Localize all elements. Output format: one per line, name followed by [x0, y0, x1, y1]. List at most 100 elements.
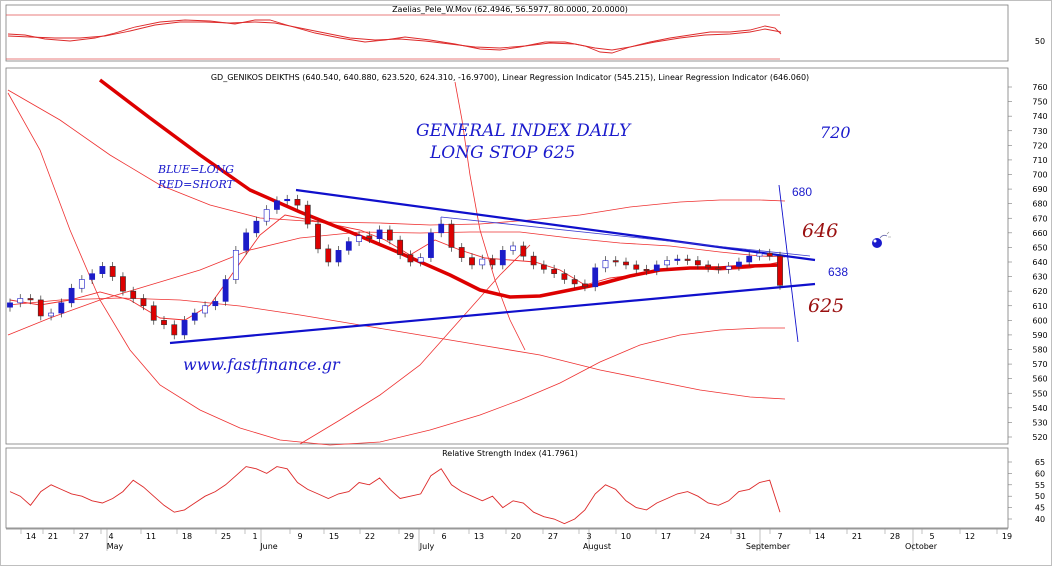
price-y-tick-label: 690 — [1032, 185, 1047, 194]
candle-up — [510, 245, 516, 251]
candle-down — [448, 223, 455, 248]
price-y-tick-label: 760 — [1032, 83, 1047, 92]
candle-down — [304, 204, 311, 225]
candle-down — [397, 239, 404, 256]
candle-down — [366, 235, 373, 239]
trendline-upper — [295, 188, 816, 262]
month-label: October — [905, 542, 938, 551]
candle-up — [592, 267, 599, 288]
candle-down — [171, 324, 178, 336]
price-y-tick-label: 650 — [1032, 243, 1047, 252]
regression-cross-line — [454, 81, 526, 351]
price-y-tick-label: 540 — [1032, 404, 1047, 413]
candle-down — [612, 260, 619, 263]
price-y-tick-label: 660 — [1032, 229, 1047, 238]
candle-up — [725, 266, 732, 270]
annotation-level-720: 720 — [820, 123, 851, 142]
x-tick-label: 22 — [365, 532, 375, 541]
candle-up — [335, 250, 342, 263]
x-tick-label: 29 — [404, 532, 414, 541]
x-tick-label: 27 — [79, 532, 89, 541]
x-tick-label: 31 — [736, 532, 746, 541]
month-label: August — [583, 542, 611, 551]
month-label: July — [419, 542, 435, 551]
month-label: June — [259, 542, 278, 551]
rsi-y-tick-label: 55 — [1035, 481, 1045, 490]
candle-down — [294, 198, 301, 206]
x-tick-label: 27 — [548, 532, 558, 541]
month-label: September — [746, 542, 791, 551]
candle-down — [694, 260, 701, 266]
month-label: May — [107, 542, 124, 551]
x-tick-label: 14 — [26, 532, 36, 541]
regression-band-lower-outer — [7, 92, 785, 446]
x-tick-label: 17 — [661, 532, 671, 541]
candle-up — [417, 257, 424, 263]
candle-up — [602, 260, 609, 269]
price-y-tick-label: 750 — [1032, 98, 1047, 107]
price-y-tick-label: 720 — [1032, 141, 1047, 150]
candle-down — [27, 298, 34, 301]
annotation-legend-short: RED=SHORT — [157, 178, 236, 191]
x-month-labels: May June July August September October — [106, 529, 938, 551]
candle-up — [736, 261, 742, 267]
rsi-y-tick-label: 60 — [1035, 469, 1045, 478]
candle-up — [428, 232, 434, 258]
trendline-upper-thin — [440, 216, 811, 257]
x-tick-label: 25 — [221, 532, 231, 541]
candle-up — [202, 305, 208, 314]
candle-down — [407, 254, 414, 263]
x-tick-label: 12 — [965, 532, 975, 541]
x-tick-label: 1 — [252, 532, 257, 541]
candle-up — [191, 312, 198, 321]
candle-up — [58, 302, 65, 314]
x-axis: 14 21 27 4 11 18 25 1 9 15 22 29 6 13 20 27 3 10 17 24 31 7 14… — [6, 528, 1012, 551]
x-tick-label: 5 — [929, 532, 934, 541]
candle-up — [653, 264, 660, 272]
candle-up — [376, 229, 383, 239]
candle-up — [438, 223, 445, 234]
price-plot-area — [5, 67, 1009, 445]
candle-down — [489, 258, 496, 266]
annotation-legend-long: BLUE=LONG — [157, 163, 234, 176]
candle-up — [674, 258, 681, 261]
price-title: GD_GENIKOS DEIKTHS (640.540, 640.880, 62… — [211, 73, 809, 82]
candle-up — [232, 250, 239, 280]
rsi-line — [9, 466, 781, 525]
regression-band-lower-inner — [7, 297, 786, 400]
candle-up — [7, 302, 13, 308]
rsi-y-tick-label: 65 — [1035, 458, 1045, 467]
oscillator-line-slow — [7, 21, 782, 51]
candle-down — [458, 247, 465, 258]
x-tick-label: 24 — [700, 532, 710, 541]
rsi-y-axis: 65 60 55 50 45 40 — [1008, 458, 1045, 524]
x-tick-label: 13 — [474, 532, 484, 541]
trendline-lower — [169, 282, 816, 345]
price-y-tick-label: 590 — [1032, 331, 1047, 340]
price-y-tick-label: 700 — [1032, 171, 1047, 180]
candle-up — [345, 241, 352, 251]
candle-up — [222, 279, 229, 302]
price-y-tick-label: 520 — [1032, 433, 1047, 442]
candle-down — [109, 266, 116, 277]
candle-down — [386, 229, 393, 241]
price-y-tick-label: 680 — [1032, 200, 1047, 209]
price-y-tick-label: 580 — [1032, 346, 1047, 355]
price-y-tick-label: 550 — [1032, 389, 1047, 398]
price-y-tick-label: 730 — [1032, 127, 1047, 136]
annotation-title-line1: GENERAL INDEX DAILY — [416, 121, 632, 141]
candle-down — [705, 264, 712, 269]
candle-down — [37, 299, 44, 317]
price-y-tick-label: 530 — [1032, 418, 1047, 427]
oscillator-panel: Zaelias_Pele_W.Mov (62.4946, 56.5977, 80… — [5, 4, 1045, 62]
candle-down — [150, 305, 157, 321]
candle-down — [120, 276, 126, 292]
annotation-title-line2: LONG STOP 625 — [429, 143, 575, 163]
candle-down — [161, 320, 167, 326]
x-tick-label: 21 — [852, 532, 862, 541]
candle-up — [274, 200, 280, 210]
candle-down — [520, 245, 527, 257]
candle-down — [684, 258, 691, 261]
price-y-tick-label: 740 — [1032, 112, 1047, 121]
